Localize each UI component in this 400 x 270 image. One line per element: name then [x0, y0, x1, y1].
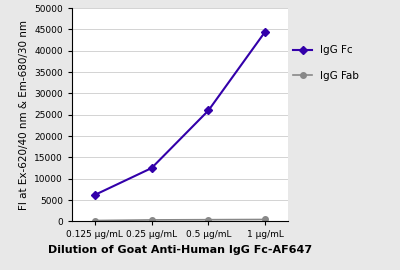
- IgG Fc: [92, 193, 97, 197]
- Line: IgG Fc: IgG Fc: [92, 28, 268, 198]
- IgG Fc: [263, 30, 268, 33]
- IgG Fab: [263, 218, 268, 221]
- Line: IgG Fab: IgG Fab: [92, 217, 268, 223]
- X-axis label: Dilution of Goat Anti-Human IgG Fc-AF647: Dilution of Goat Anti-Human IgG Fc-AF647: [48, 245, 312, 255]
- IgG Fc: [149, 166, 154, 170]
- IgG Fab: [92, 219, 97, 222]
- Legend: IgG Fc, IgG Fab: IgG Fc, IgG Fab: [293, 45, 359, 81]
- IgG Fab: [206, 218, 211, 221]
- IgG Fc: [206, 109, 211, 112]
- IgG Fab: [149, 218, 154, 221]
- Y-axis label: FI at Ex-620/40 nm & Em-680/30 nm: FI at Ex-620/40 nm & Em-680/30 nm: [19, 20, 29, 210]
